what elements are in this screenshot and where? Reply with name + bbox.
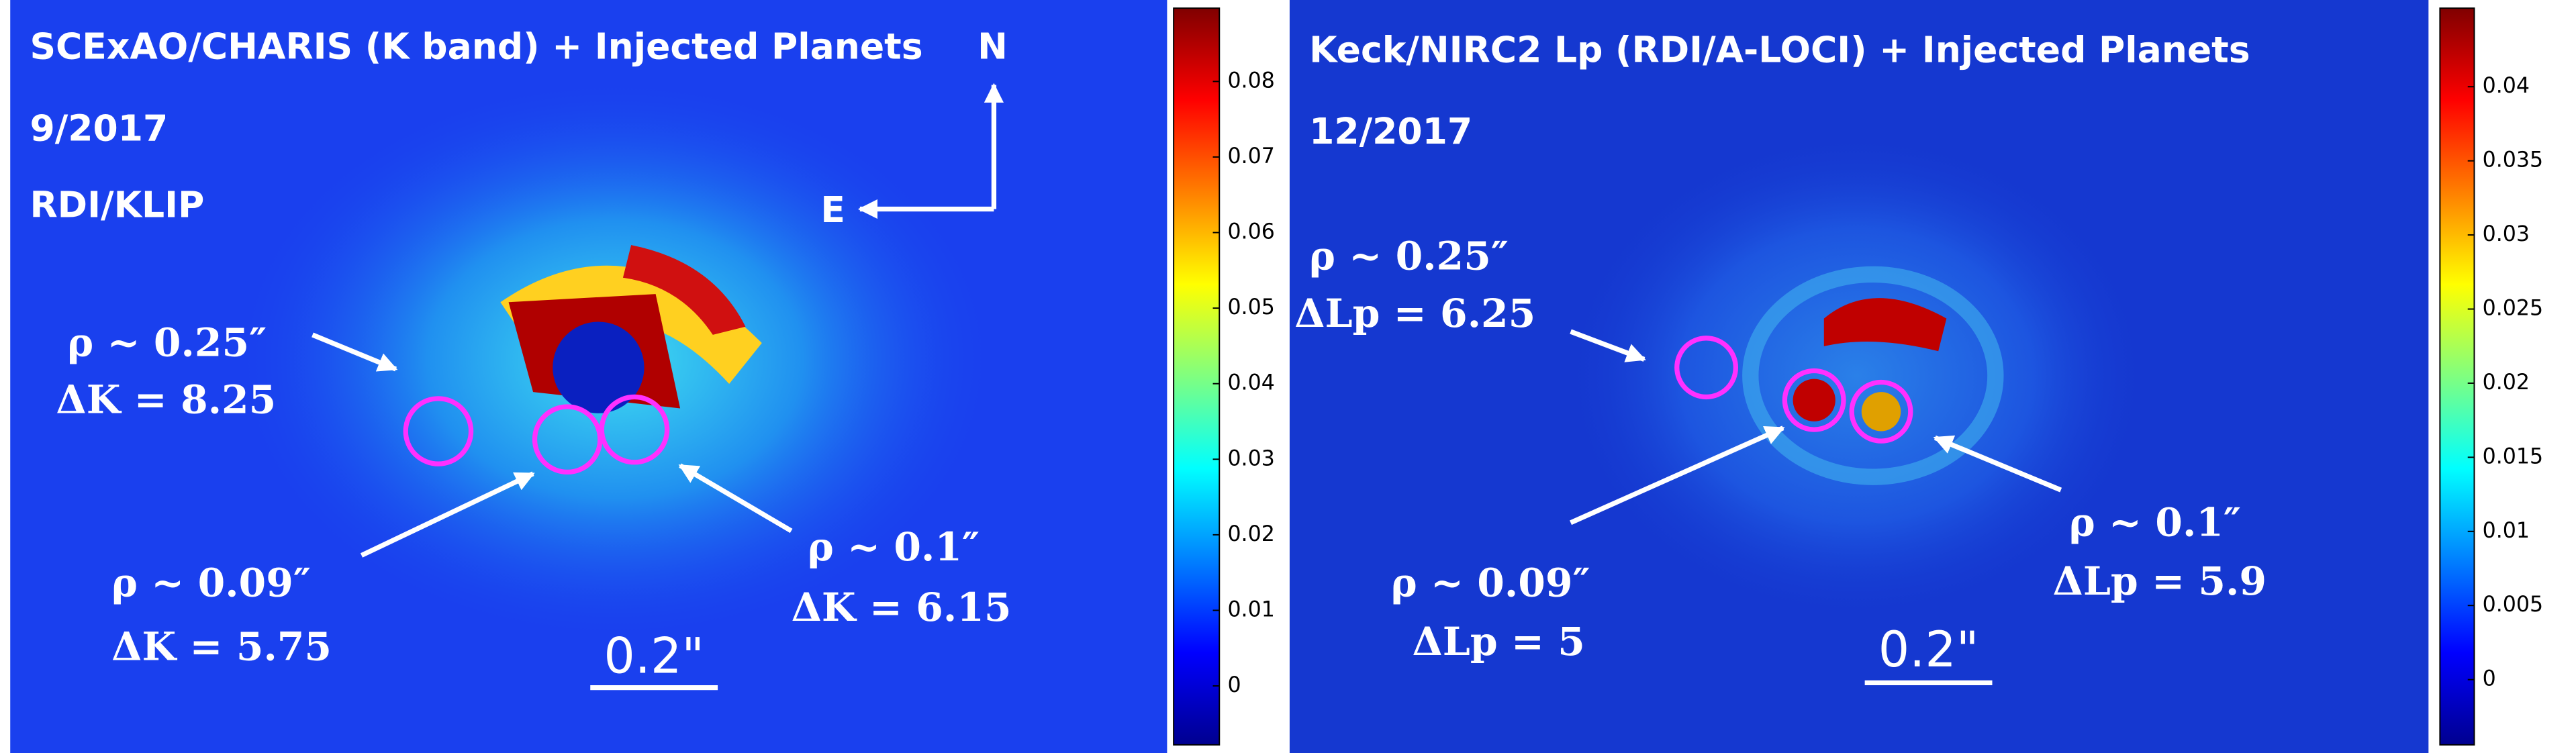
panel-method: RDI/KLIP bbox=[30, 184, 204, 226]
scale-label: 0.2" bbox=[1878, 621, 1979, 679]
planet-circle bbox=[403, 396, 474, 466]
colorbar-tick-label: 0.07 bbox=[1227, 144, 1274, 168]
arrow bbox=[312, 332, 398, 372]
annotation-contrast: ΔLp = 5.9 bbox=[2053, 558, 2267, 604]
compass-east: E bbox=[820, 189, 845, 231]
colorbar-tick-label: 0.015 bbox=[2483, 444, 2544, 468]
panel-title: SCExAO/CHARIS (K band) + Injected Planet… bbox=[30, 26, 922, 68]
annotation-rho: ρ ~ 0.09″ bbox=[1391, 559, 1590, 605]
planet-circle bbox=[1849, 379, 1913, 444]
scale-label: 0.2" bbox=[604, 628, 704, 685]
colorbar bbox=[1173, 7, 1221, 746]
colorbar-tick-label: 0.005 bbox=[2483, 593, 2544, 617]
colorbar-tick-label: 0.01 bbox=[2483, 519, 2530, 543]
annotation-contrast: ΔK = 5.75 bbox=[111, 623, 332, 669]
planet-circle bbox=[1782, 368, 1846, 432]
colorbar-tick-label: 0 bbox=[2483, 667, 2496, 691]
annotation-contrast: ΔK = 8.25 bbox=[56, 376, 276, 423]
ring bbox=[1742, 266, 2004, 485]
annotation-rho: ρ ~ 0.25″ bbox=[1309, 233, 1509, 279]
colorbar-tick-label: 0.025 bbox=[2483, 297, 2544, 321]
disk bbox=[1823, 298, 1947, 352]
arrow bbox=[1933, 435, 2062, 493]
colorbar-tick-label: 0.04 bbox=[2483, 74, 2530, 98]
compass-north: N bbox=[977, 26, 1008, 68]
halo bbox=[1562, 130, 2151, 621]
panel-title: Keck/NIRC2 Lp (RDI/A-LOCI) + Injected Pl… bbox=[1309, 28, 2250, 70]
planet-circle bbox=[532, 404, 603, 475]
annotation-rho: ρ ~ 0.1″ bbox=[808, 523, 980, 570]
colorbar-tick-label: 0.01 bbox=[1227, 597, 1274, 621]
annotation-contrast: ΔLp = 5 bbox=[1412, 618, 1584, 664]
arrow bbox=[1570, 329, 1646, 362]
colorbar-tick-label: 0.02 bbox=[1227, 522, 1274, 546]
colorbar-tick-label: 0.08 bbox=[1227, 68, 1274, 93]
right-image: Keck/NIRC2 Lp (RDI/A-LOCI) + Injected Pl… bbox=[1289, 0, 2429, 753]
disk bbox=[622, 245, 746, 335]
planet bbox=[1793, 379, 1835, 421]
annotation-contrast: ΔLp = 6.25 bbox=[1294, 290, 1535, 336]
colorbar-tick-label: 0.03 bbox=[2483, 222, 2530, 246]
panel-date: 12/2017 bbox=[1309, 110, 1472, 152]
colorbar-tick-label: 0.06 bbox=[1227, 220, 1274, 244]
mask bbox=[553, 321, 645, 413]
annotation-rho: ρ ~ 0.09″ bbox=[111, 559, 311, 605]
annotation-rho: ρ ~ 0.25″ bbox=[67, 319, 267, 366]
colorbar-tick-label: 0.05 bbox=[1227, 295, 1274, 319]
annotation-rho: ρ ~ 0.1″ bbox=[2069, 499, 2241, 545]
left-image: SCExAO/CHARIS (K band) + Injected Planet… bbox=[10, 0, 1167, 753]
colorbar-tick-label: 0.035 bbox=[2483, 148, 2544, 172]
arrow bbox=[360, 471, 535, 558]
panel-date: 9/2017 bbox=[30, 107, 168, 149]
planet-circle bbox=[599, 394, 670, 465]
colorbar bbox=[2439, 7, 2475, 746]
planet bbox=[1861, 392, 1901, 432]
annotation-contrast: ΔK = 6.15 bbox=[792, 584, 1012, 630]
colorbar-tick-label: 0 bbox=[1227, 673, 1241, 697]
planet-circle bbox=[1674, 336, 1739, 400]
colorbar-tick-label: 0.03 bbox=[1227, 446, 1274, 470]
colorbar-tick-label: 0.04 bbox=[1227, 371, 1274, 395]
arrow bbox=[1570, 425, 1785, 525]
arrow bbox=[678, 463, 793, 534]
colorbar-tick-label: 0.02 bbox=[2483, 370, 2530, 395]
